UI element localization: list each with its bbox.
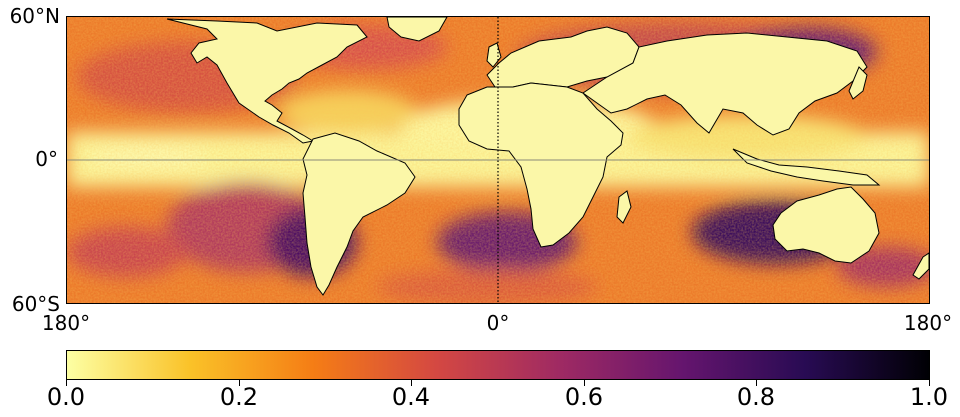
lon-label-left: 180°: [41, 311, 91, 335]
colorbar-tick-label: 0.4: [391, 383, 431, 411]
south-america-landmass: [302, 132, 416, 296]
colorbar-tick-label: 0.6: [564, 383, 604, 411]
lat-label-60n: 60°N: [9, 4, 60, 28]
colorbar-tick: [584, 380, 585, 386]
colorbar-tick: [411, 380, 412, 386]
colorbar-tick-label: 1.0: [909, 383, 949, 411]
global-field-map: [67, 17, 929, 303]
lat-label-equator: 0°: [35, 147, 58, 171]
new-zealand-landmass: [912, 252, 929, 280]
asia-landmass: [582, 32, 868, 136]
colorbar: [66, 350, 930, 380]
colorbar-tick-label: 0.0: [46, 383, 86, 411]
japan-landmass: [848, 66, 868, 100]
colorbar-tick: [66, 380, 67, 386]
colorbar-tick: [239, 380, 240, 386]
map-panel: [66, 16, 930, 304]
lat-label-60s: 60°S: [11, 292, 60, 316]
australia-landmass: [772, 186, 880, 264]
north-america-landmass: [166, 18, 368, 144]
greenland-landmass: [386, 17, 448, 42]
colorbar-tick: [929, 380, 930, 386]
lon-label-right: 180°: [903, 311, 953, 335]
indonesia-landmass: [732, 148, 881, 186]
madagascar-landmass: [616, 190, 632, 224]
colorbar-tick-label: 0.8: [736, 383, 776, 411]
colorbar-tick-label: 0.2: [219, 383, 259, 411]
continents: [166, 17, 929, 296]
colorbar-tick: [756, 380, 757, 386]
lon-label-center: 0°: [486, 311, 510, 335]
